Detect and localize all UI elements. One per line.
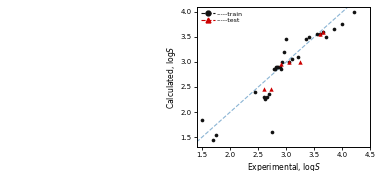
Point [297, 61, 304, 63]
Point [269, 131, 275, 133]
Point [279, 61, 285, 63]
Y-axis label: Calculated, log$S$: Calculated, log$S$ [165, 45, 178, 109]
Point [289, 58, 295, 61]
Point [317, 33, 323, 36]
Point [286, 61, 292, 63]
Point [280, 51, 287, 53]
Point [322, 36, 328, 38]
Point [211, 138, 217, 141]
Point [294, 56, 301, 58]
Point [283, 38, 289, 41]
Point [261, 96, 267, 98]
Point [263, 96, 270, 98]
Point [286, 61, 292, 63]
Point [320, 30, 326, 33]
Point [278, 68, 284, 71]
Point [277, 65, 283, 68]
Point [320, 30, 326, 33]
Point [268, 88, 274, 91]
Point [271, 68, 277, 71]
Point [272, 68, 278, 71]
Point [314, 33, 320, 36]
Point [262, 98, 268, 101]
Point [303, 38, 309, 41]
Legend: -----train, -----test: -----train, -----test [200, 10, 244, 24]
X-axis label: Experimental, log$S$: Experimental, log$S$ [246, 161, 321, 171]
Point [274, 65, 280, 68]
Point [317, 33, 323, 36]
Point [261, 88, 267, 91]
Point [266, 93, 273, 96]
Point [350, 10, 356, 13]
Point [273, 65, 279, 68]
Point [275, 65, 281, 68]
Point [199, 118, 205, 121]
Point [213, 133, 219, 136]
Point [306, 36, 312, 38]
Point [339, 23, 345, 26]
Point [253, 91, 259, 93]
Point [331, 28, 337, 31]
Point [278, 63, 284, 66]
